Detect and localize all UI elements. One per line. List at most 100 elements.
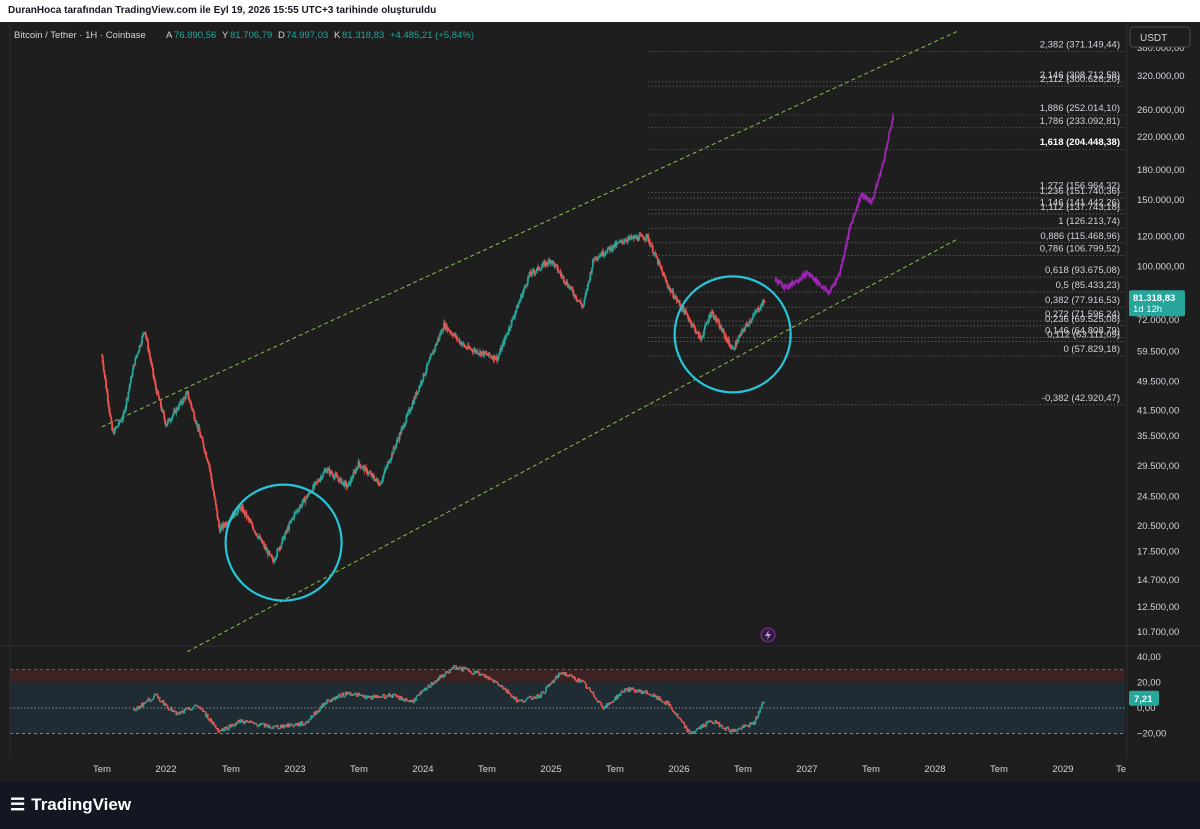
projection-candle [837, 275, 840, 277]
candle [313, 482, 316, 487]
price-tick-label: 17.500,00 [1137, 547, 1179, 558]
candle [242, 506, 244, 513]
oscillator-bar [673, 711, 676, 713]
candle [138, 345, 141, 352]
candle [670, 291, 673, 293]
candle [743, 330, 746, 332]
candle [697, 331, 699, 333]
oscillator-bar [630, 687, 633, 690]
projection-candle [877, 177, 880, 181]
candle [463, 344, 466, 347]
candle [109, 413, 112, 418]
candle [576, 299, 579, 301]
candle [515, 305, 518, 311]
currency-button[interactable]: USDT [1129, 26, 1191, 48]
projection-candle [845, 246, 847, 248]
oscillator-bar [702, 723, 705, 728]
oscillator-bar [603, 707, 606, 709]
candle [142, 333, 144, 337]
oscillator-bar [455, 665, 458, 670]
projection-candle [872, 196, 875, 198]
projection-candle [857, 199, 860, 204]
candle [496, 357, 499, 361]
projection-candle [872, 197, 874, 199]
candle [187, 391, 190, 398]
oscillator-bar [233, 724, 236, 727]
candle [685, 310, 687, 313]
candle [527, 276, 530, 278]
chart-area[interactable]: 2,618 (446.214,08)2,382 (371.149,44)2,14… [0, 22, 1200, 782]
oscillator-bar [294, 723, 297, 726]
oscillator-bar [210, 718, 212, 723]
oscillator-bar [303, 724, 306, 726]
candle [400, 429, 403, 435]
oscillator-bar [729, 731, 732, 733]
oscillator-bar [402, 698, 405, 700]
candle [134, 358, 137, 366]
projection-candle [836, 277, 839, 279]
oscillator-bar [548, 685, 551, 687]
time-tick-label: 2028 [924, 764, 945, 775]
oscillator-bar [646, 690, 649, 695]
projection-candle [866, 198, 869, 200]
candle [442, 329, 445, 332]
fib-level-label: 0,146 (64.808,79) [1045, 325, 1120, 336]
fib-level-label: 0,236 (69.525,08) [1045, 314, 1120, 325]
oscillator-bar [162, 700, 165, 705]
highlight-circle [224, 483, 343, 602]
oscillator-bar [371, 695, 374, 699]
candle [647, 235, 650, 242]
time-tick-label: Tem [478, 764, 496, 775]
candle [581, 306, 584, 308]
candle [461, 344, 463, 346]
oscillator-bar [488, 678, 491, 680]
candle [755, 311, 758, 313]
candle [514, 310, 517, 314]
oscillator-bar [608, 702, 611, 705]
candle [380, 481, 383, 484]
candle [437, 338, 439, 342]
candle [315, 481, 318, 483]
oscillator-bar [201, 708, 203, 710]
oscillator-bar [165, 704, 168, 706]
candle [140, 343, 143, 346]
candle [378, 483, 381, 486]
candle [469, 348, 472, 350]
legend-close-label: K [334, 30, 341, 41]
candle [460, 341, 462, 345]
projection-candle [789, 282, 792, 288]
candle [279, 546, 282, 548]
candle [272, 557, 274, 562]
candle [703, 330, 705, 336]
candle [535, 270, 538, 272]
projection-candle [854, 212, 857, 215]
fib-level-label: 0 (57.829,18) [1063, 344, 1120, 355]
legend-open: 76.890,56 [174, 30, 216, 41]
oscillator-bar [610, 702, 612, 704]
oscillator-bar [584, 682, 587, 684]
candle [538, 266, 540, 270]
candle [199, 432, 202, 437]
price-tick-label: 260.000,00 [1137, 105, 1185, 116]
candle [734, 341, 737, 349]
oscillator-bar [713, 723, 716, 725]
candle [700, 337, 703, 340]
candle [531, 270, 533, 275]
oscillator-bar [138, 708, 141, 710]
time-tick-label: Tem [990, 764, 1008, 775]
oscillator-bar [757, 711, 760, 716]
oscillator-bar [685, 725, 688, 729]
oscillator-bar [711, 721, 713, 723]
candle [419, 385, 421, 387]
candle [641, 235, 644, 238]
candle [559, 271, 562, 274]
oscillator-bar [166, 705, 169, 709]
candle [703, 325, 706, 331]
candle [354, 468, 357, 473]
oscillator-bar [471, 672, 474, 675]
projection-candle [808, 272, 810, 276]
lightning-icon[interactable] [760, 627, 776, 643]
candle [205, 452, 208, 458]
tradingview-logo[interactable]: ☰ TradingView [10, 795, 131, 815]
oscillator-bar [612, 700, 615, 703]
